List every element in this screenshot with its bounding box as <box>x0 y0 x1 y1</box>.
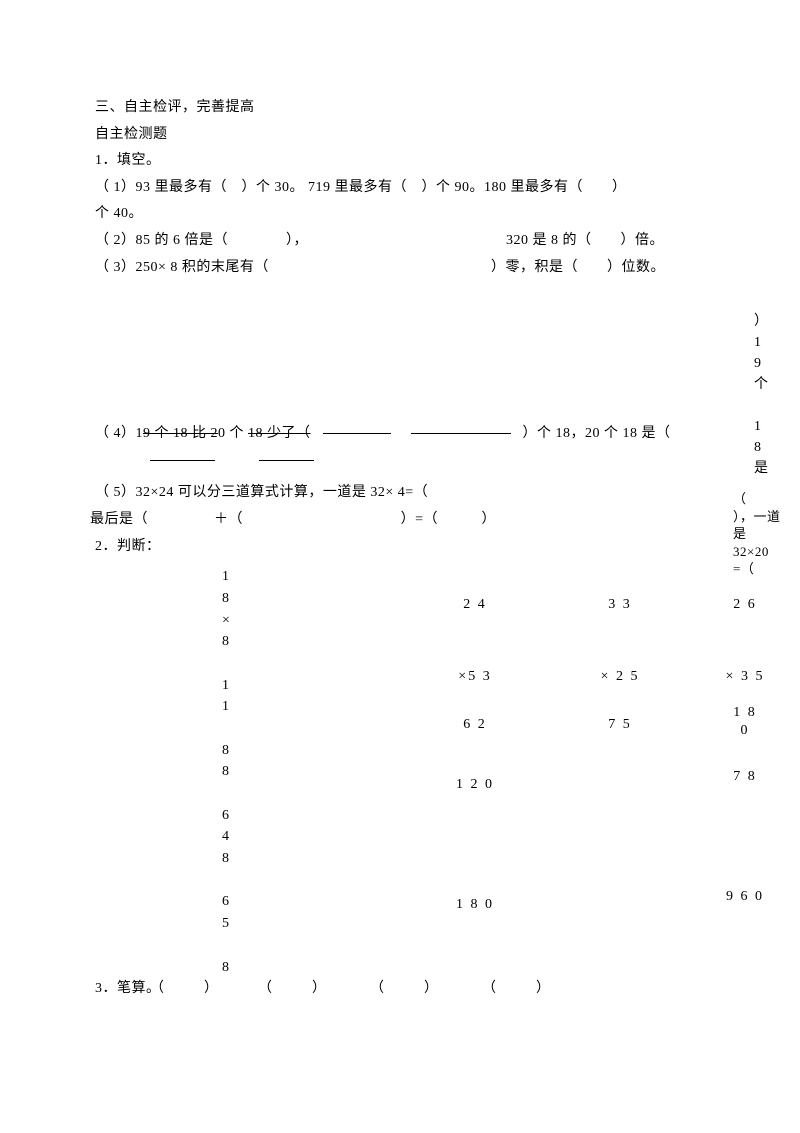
q1-header: 1．填空。 <box>0 148 800 175</box>
col4: 2 6 × 3 5 1 80 7 8 9 6 0 <box>715 566 775 944</box>
q2-header: 2．判断： <box>0 534 800 561</box>
problem-2-grid: 1 8 × 8 1 1 8 8 6 4 8 6 5 8 2 4 ×5 3 6 2… <box>0 566 800 976</box>
blank-bar <box>323 433 391 434</box>
blank-bar <box>259 460 314 461</box>
col2: 2 4 ×5 3 6 2 1 2 0 1 8 0 <box>445 566 505 952</box>
q1-2-right: 320 是 8 的（ ）倍。 <box>506 233 664 248</box>
q1-4-right: ）个 18，20 个 18 是（ <box>523 426 671 441</box>
blank-bar <box>150 460 215 461</box>
subtitle: 自主检测题 <box>0 122 800 149</box>
section-title: 三、自主检评，完善提高 <box>0 95 800 122</box>
q1-1: （ 1）93 里最多有（ ）个 30。 719 里最多有（ ）个 90。180 … <box>0 175 800 202</box>
q1-4-seg-a: （ 4）1 <box>95 426 143 441</box>
q1-4-seg-b: 9 个 18 比 2 <box>143 426 218 441</box>
col1-vertical: 1 8 × 8 1 1 8 8 6 4 8 6 5 8 <box>222 566 252 978</box>
q1-4: （ 4）19 个 18 比 20 个 18 少了（ ）个 18，20 个 18 … <box>0 421 800 474</box>
q1-3-right: ）零，积是（ ）位数。 <box>491 255 665 282</box>
q1-3-left: （ 3）250× 8 积的末尾有（ <box>95 260 269 275</box>
col3: 3 3 × 2 5 7 5 <box>590 566 650 952</box>
side-column-2: （ ），一道是 32×20 =（ <box>733 490 788 578</box>
q1-5-last: 最后是（ ＋（ ）=（ ） <box>0 507 800 534</box>
q1-2-left: （ 2）85 的 6 倍是（ ）， <box>95 233 308 248</box>
q1-5: （ 5）32×24 可以分三道算式计算，一道是 32× 4=（ <box>0 480 800 507</box>
q1-4-seg-d: 18 少了（ <box>248 426 311 441</box>
q1-3: （ 3）250× 8 积的末尾有（ ）零，积是（ ）位数。 <box>0 255 800 282</box>
q1-1b: 个 40。 <box>0 201 800 228</box>
blank-bar <box>411 433 511 434</box>
q1-2: （ 2）85 的 6 倍是（ ）， 320 是 8 的（ ）倍。 <box>0 228 800 255</box>
q1-4-seg-c: 0 个 <box>218 426 248 441</box>
